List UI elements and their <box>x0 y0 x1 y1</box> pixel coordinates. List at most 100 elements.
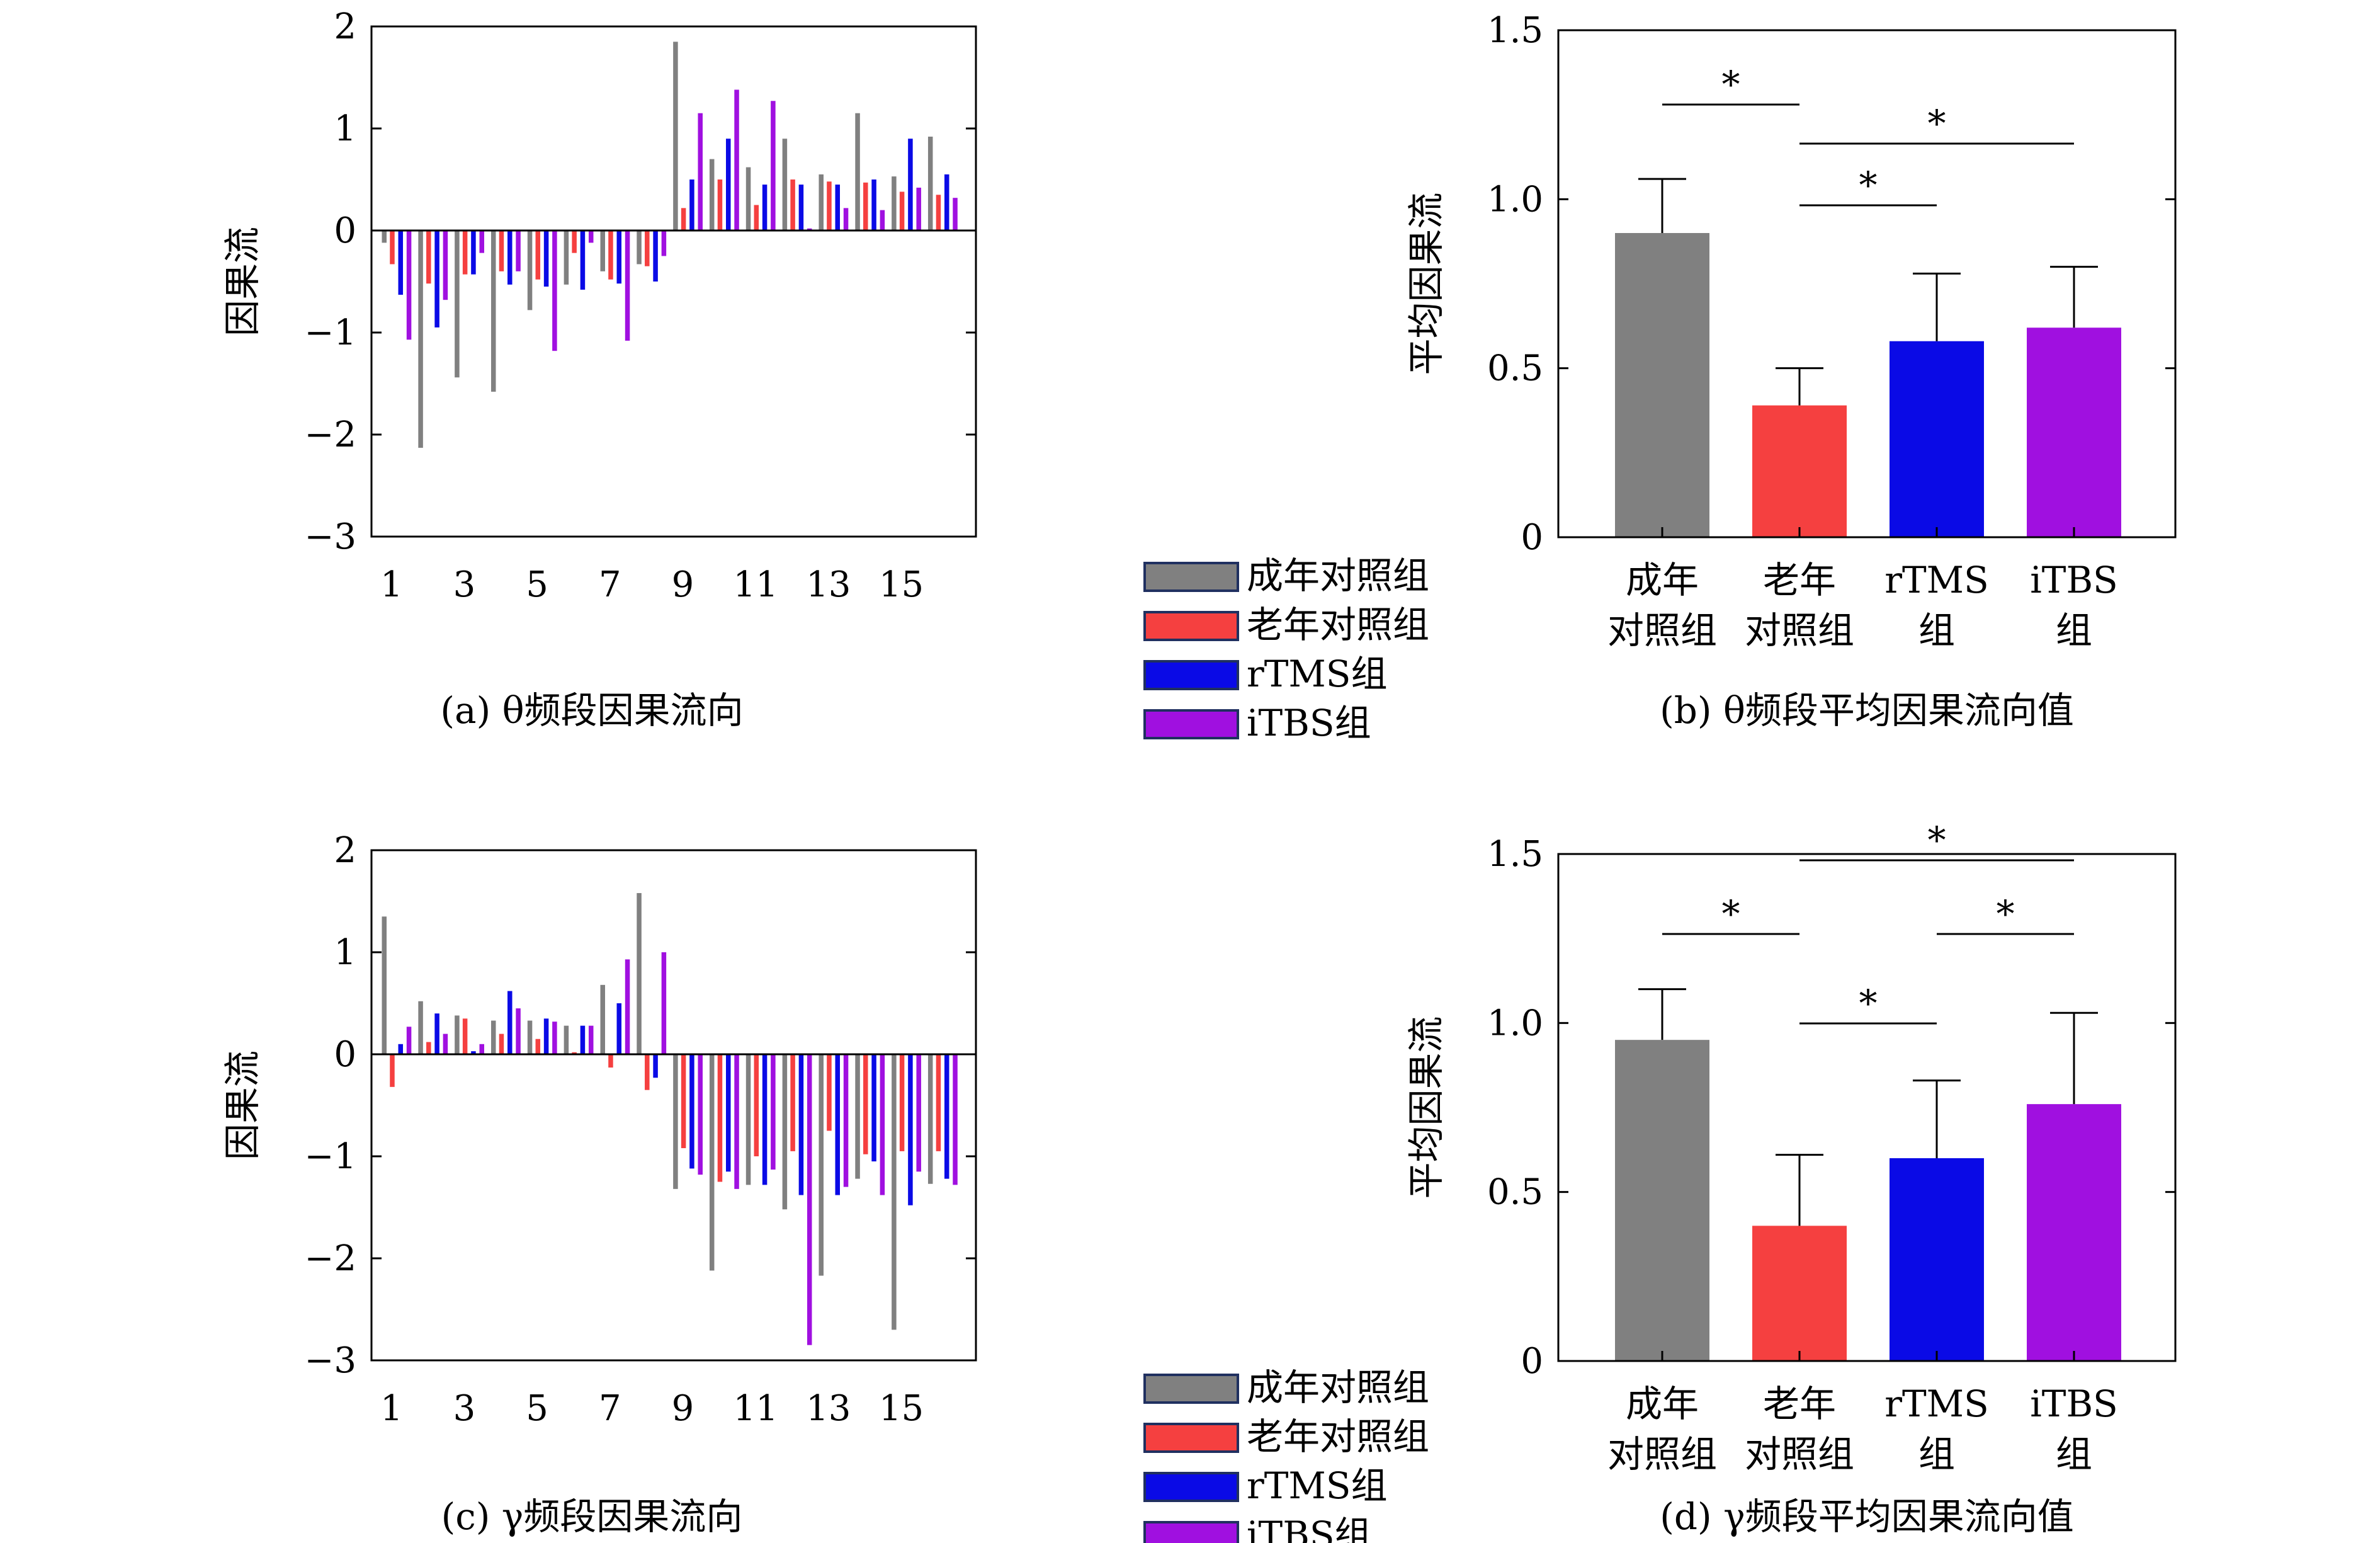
bar-4-5 <box>552 231 557 351</box>
plot-frame <box>370 25 977 538</box>
bar-1-6 <box>564 231 569 285</box>
bar-3-1 <box>398 1044 404 1054</box>
bar-3-16 <box>944 1054 949 1179</box>
bar-3-11 <box>762 185 768 231</box>
legend-swatch <box>1143 1472 1239 1502</box>
x-tick-label: 3 <box>453 1388 476 1429</box>
category-label-line2: 组 <box>2056 1433 2092 1476</box>
bar-1-4 <box>490 231 496 392</box>
bar-4-8 <box>661 952 667 1054</box>
bar-4-7 <box>625 231 630 341</box>
x-tick-label: 5 <box>526 1388 548 1429</box>
bar-2-13 <box>827 181 832 231</box>
bar-2-10 <box>717 179 723 231</box>
category-label-line1: 老年 <box>1763 559 1836 601</box>
bar-3-4 <box>507 991 513 1054</box>
y-tick-label: −2 <box>304 1238 356 1279</box>
legend-label: 成年对照组 <box>1247 1366 1429 1409</box>
bar-1-3 <box>455 231 460 378</box>
bar-4-12 <box>807 1054 812 1345</box>
y-tick-label: −1 <box>304 312 356 353</box>
bar-3-14 <box>871 179 876 231</box>
legend-swatch <box>1143 1521 1239 1543</box>
legend-swatch <box>1143 562 1239 592</box>
x-tick-label: 5 <box>526 564 548 605</box>
panel-b-theta-mean-causal-flow: 1.5 1.0 0.5 0 成年对照组 老年对照组 rTMS 组 iTBS 组 * * * 平均因果流 (b… <box>1405 10 2177 732</box>
bar-2-10 <box>717 1054 723 1182</box>
bar-3-16 <box>944 174 949 231</box>
x-tick-label: 15 <box>879 1388 924 1429</box>
bar-4-11 <box>771 101 776 231</box>
y-axis-label: 因果流 <box>221 1050 264 1160</box>
bar-1-5 <box>527 1020 533 1054</box>
category-label-line2: 组 <box>1918 609 1955 652</box>
bar-1-11 <box>745 167 751 231</box>
legend-swatch <box>1143 709 1239 739</box>
bar-1-7 <box>600 231 605 271</box>
mean-bar-3 <box>1890 1158 1984 1361</box>
bar-3-4 <box>507 231 513 285</box>
y-tick-label: 2 <box>334 830 356 871</box>
legend-label: rTMS组 <box>1247 1464 1388 1507</box>
bar-2-11 <box>754 205 759 231</box>
legend-label: iTBS组 <box>1247 1513 1371 1543</box>
bar-2-9 <box>681 1054 686 1149</box>
bar-3-12 <box>798 185 804 231</box>
bar-1-9 <box>673 1054 678 1189</box>
bar-3-8 <box>653 231 658 282</box>
category-label-line1: 老年 <box>1763 1382 1836 1425</box>
bar-3-9 <box>689 179 694 231</box>
y-tick-label: 0 <box>1521 1341 1543 1382</box>
bar-4-6 <box>588 231 594 243</box>
x-tick-label: 11 <box>733 564 778 605</box>
bar-4-9 <box>698 113 703 231</box>
bar-1-8 <box>637 893 642 1054</box>
plot-frame <box>370 849 977 1362</box>
bar-1-2 <box>418 231 423 448</box>
bar-1-6 <box>564 1025 569 1054</box>
category-label-line1: 成年 <box>1626 1382 1699 1425</box>
y-axis-label: 平均因果流 <box>1405 192 1448 375</box>
bar-1-3 <box>455 1015 460 1054</box>
mean-bar-2 <box>1752 405 1847 537</box>
bar-1-16 <box>927 136 933 231</box>
significance-star: * <box>1722 63 1740 106</box>
bar-1-8 <box>637 231 642 265</box>
legend-swatch <box>1143 1423 1239 1453</box>
bar-4-14 <box>880 1054 885 1195</box>
significance-star: * <box>1722 892 1740 935</box>
category-label-line2: 组 <box>1918 1433 1955 1476</box>
bar-3-2 <box>434 1013 439 1054</box>
bar-3-5 <box>543 231 549 287</box>
bar-4-14 <box>880 210 885 231</box>
y-tick-label: 1 <box>334 108 356 149</box>
x-tick-label: 13 <box>806 564 851 605</box>
bar-1-11 <box>745 1054 751 1185</box>
y-axis-label: 因果流 <box>221 227 264 336</box>
category-label-line1: iTBS <box>2030 559 2118 601</box>
y-tick-label: 1.0 <box>1487 1003 1543 1044</box>
mean-bar-1 <box>1615 1040 1709 1361</box>
category-label-line1: iTBS <box>2030 1382 2118 1425</box>
bar-1-1 <box>382 916 387 1054</box>
bar-2-15 <box>899 1054 905 1151</box>
bar-1-2 <box>418 1001 423 1054</box>
bar-1-1 <box>382 231 387 243</box>
bar-4-1 <box>406 1027 412 1054</box>
bar-2-15 <box>899 191 905 231</box>
bar-3-9 <box>689 1054 694 1169</box>
category-label-line2: 对照组 <box>1607 1433 1717 1476</box>
bar-1-14 <box>855 1054 860 1179</box>
bar-2-16 <box>936 195 941 231</box>
bar-4-10 <box>734 1054 739 1189</box>
panel-d-gamma-mean-causal-flow: 1.5 1.0 0.5 0 成年对照组 老年对照组 rTMS 组 iTBS 组 * * * * 平均因果流 (… <box>1405 819 2177 1538</box>
bar-2-6 <box>572 1052 577 1054</box>
x-tick-label: 1 <box>380 1388 403 1429</box>
bar-2-7 <box>608 231 613 280</box>
bar-3-2 <box>434 231 439 327</box>
bar-2-9 <box>681 208 686 231</box>
y-axis-label: 平均因果流 <box>1405 1016 1448 1199</box>
significance-star: * <box>1928 102 1946 145</box>
bar-2-8 <box>645 1054 650 1090</box>
legend-label: rTMS组 <box>1247 652 1388 695</box>
